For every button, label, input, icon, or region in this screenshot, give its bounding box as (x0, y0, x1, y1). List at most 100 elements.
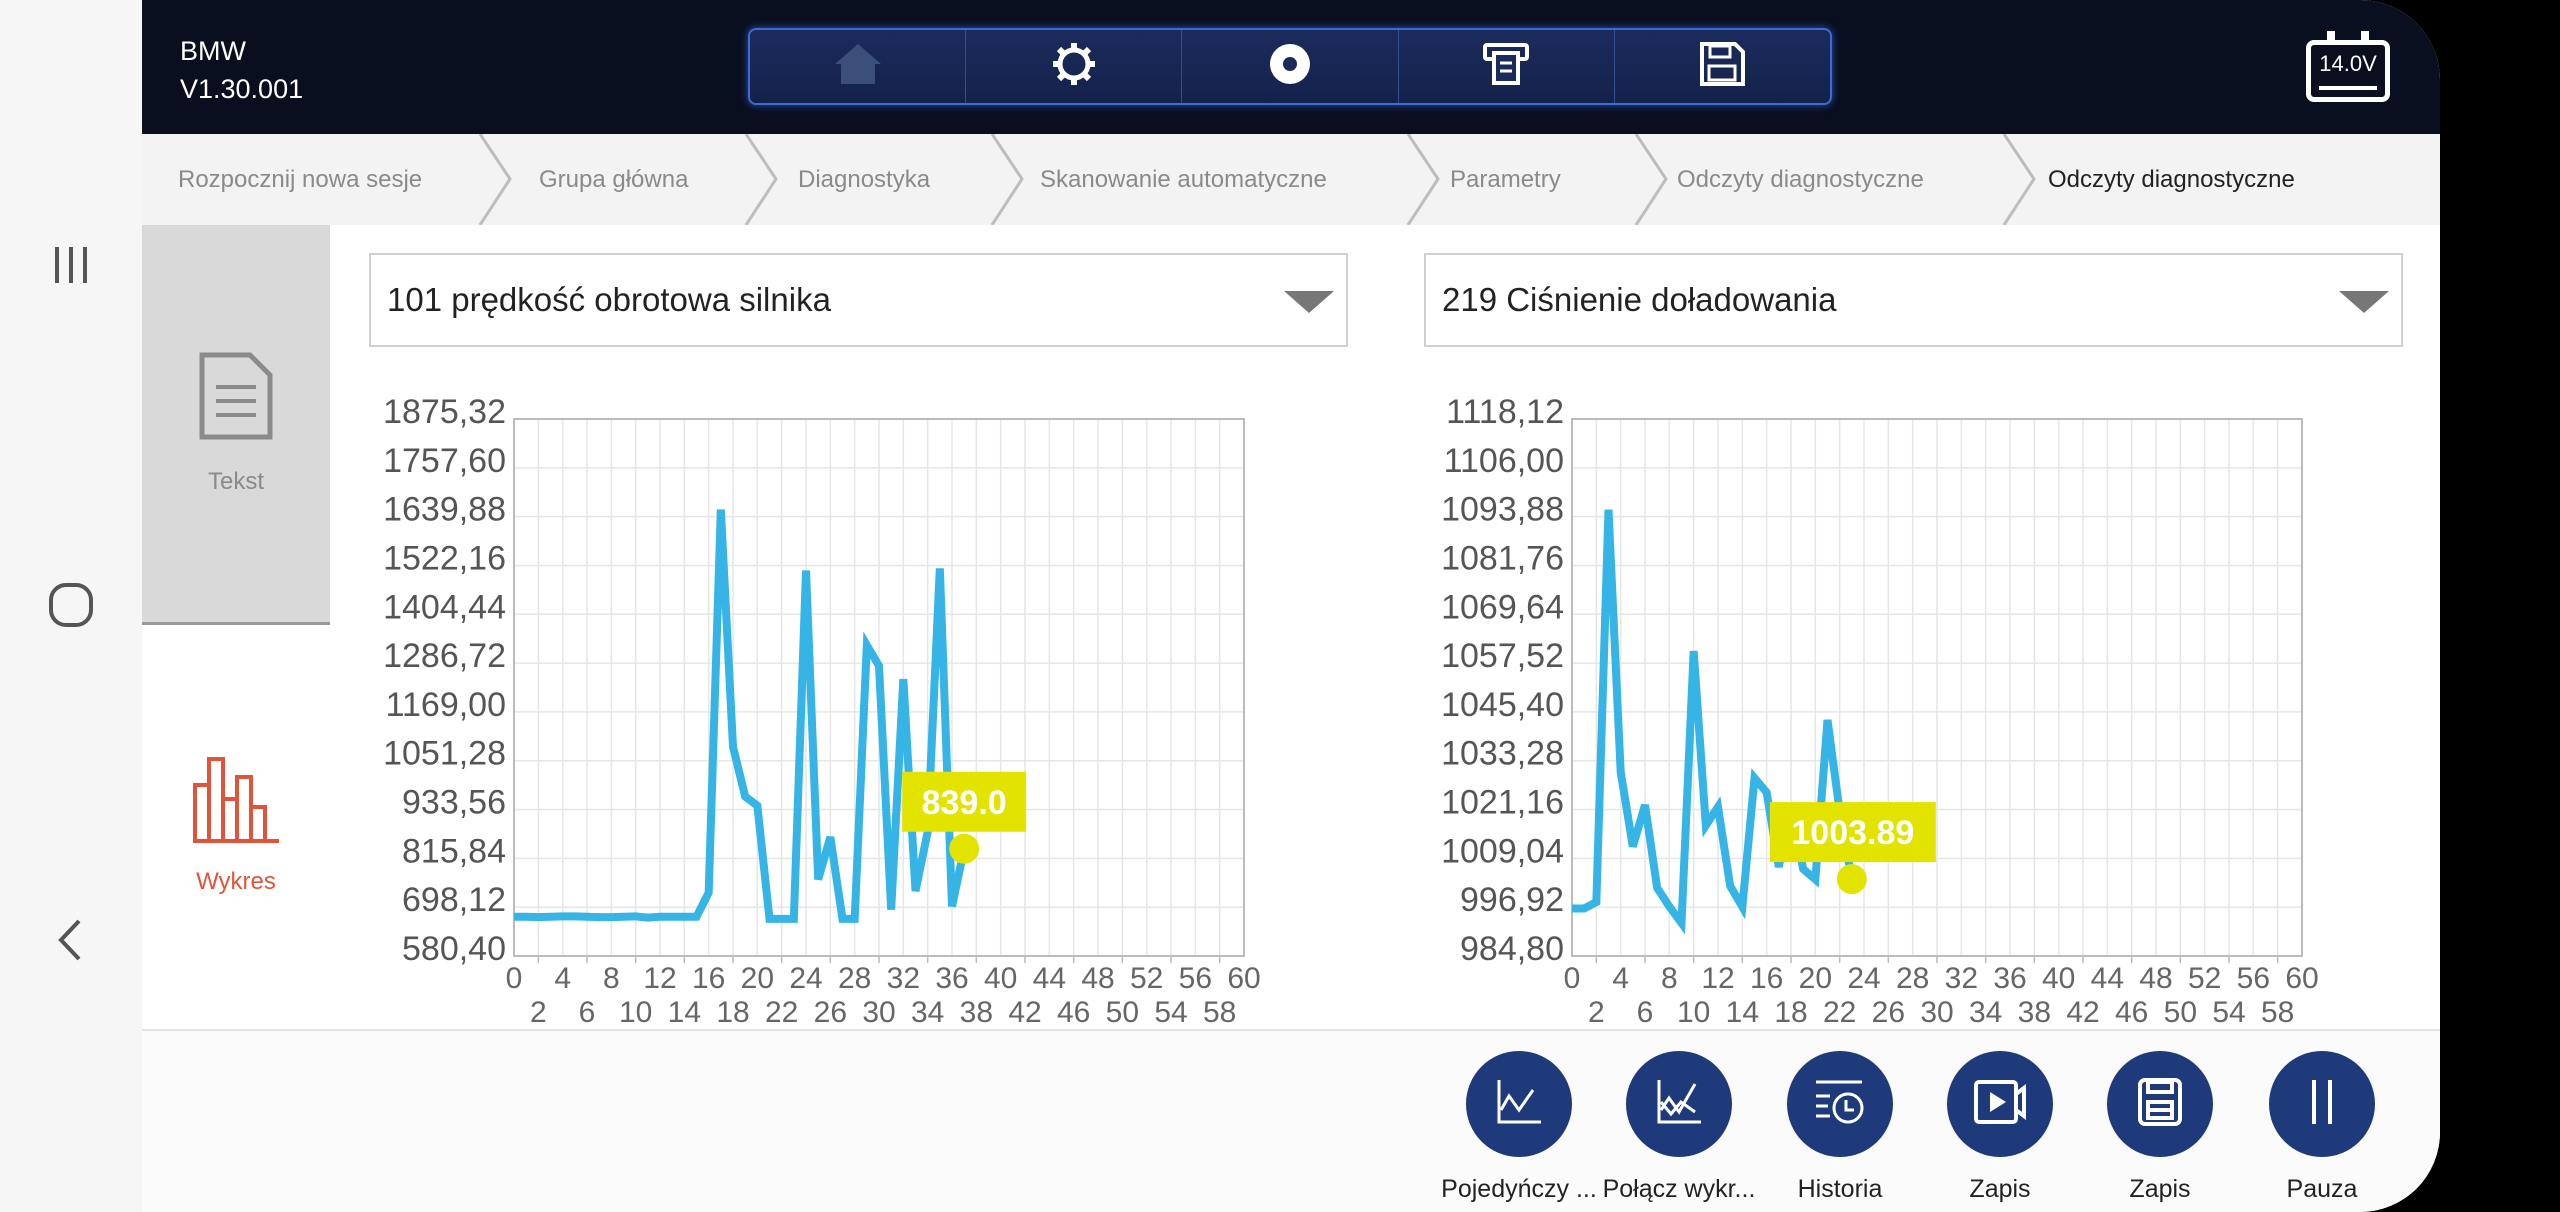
x-tick-label: 52 (1130, 962, 1163, 995)
y-tick-label: 1045,40 (1441, 686, 1564, 724)
data-series-line (1572, 509, 1856, 935)
x-tick-label: 14 (668, 996, 701, 1029)
history-button[interactable]: Historia (1760, 1051, 1920, 1204)
x-tick-label: 44 (2091, 962, 2124, 995)
x-tick-label: 20 (1799, 962, 1832, 995)
tooltip-box (1769, 802, 1936, 863)
breadcrumb-item[interactable]: Odczyty diagnostyczne (1677, 166, 1924, 193)
x-tick-label: 46 (2115, 996, 2148, 1029)
y-tick-label: 1057,52 (1441, 637, 1564, 675)
tooltip-box (902, 771, 1027, 832)
x-tick-label: 34 (911, 996, 944, 1029)
history-label: Historia (1797, 1175, 1883, 1203)
data-series-line (514, 509, 969, 923)
x-tick-label: 38 (2018, 996, 2051, 1029)
x-tick-label: 58 (2261, 996, 2294, 1029)
y-tick-label: 580,40 (402, 930, 506, 968)
x-tick-label: 26 (1872, 996, 1905, 1029)
parameter-select-left-value: 101 prędkość obrotowa silnika (387, 281, 831, 318)
breadcrumb-item[interactable]: Grupa główna (539, 166, 689, 193)
recent-apps-icon[interactable] (41, 235, 101, 295)
pause-label: Pauza (2286, 1175, 2358, 1203)
home-button[interactable] (750, 30, 967, 103)
x-tick-label: 2 (530, 996, 547, 1029)
y-tick-label: 1522,16 (383, 539, 506, 577)
x-tick-label: 54 (2212, 996, 2245, 1029)
breadcrumb-item-current[interactable]: Odczyty diagnostyczne (2048, 166, 2295, 193)
merge-chart-button[interactable]: Połącz wykr... (1599, 1051, 1759, 1204)
x-tick-label: 20 (741, 962, 774, 995)
pause-icon (2294, 1074, 2350, 1135)
x-tick-label: 18 (716, 996, 749, 1029)
y-tick-label: 996,92 (1460, 881, 1564, 919)
plot-border (513, 418, 1245, 957)
history-icon (1810, 1074, 1870, 1135)
pause-button[interactable]: Pauza (2242, 1051, 2402, 1204)
y-tick-label: 1118,12 (1446, 395, 1564, 431)
y-tick-label: 1875,32 (383, 395, 506, 431)
x-tick-label: 42 (2066, 996, 2099, 1029)
tooltip-value: 1003.89 (1791, 814, 1914, 852)
top-bar: BMW V1.30.001 14.0V (142, 0, 2440, 134)
x-tick-label: 42 (1008, 996, 1041, 1029)
x-tick-label: 60 (1227, 962, 1260, 995)
y-tick-label: 1106,00 (1444, 442, 1564, 480)
x-tick-label: 32 (1945, 962, 1978, 995)
y-tick-label: 1169,00 (386, 686, 506, 724)
x-tick-label: 6 (579, 996, 596, 1029)
parameter-select-left[interactable]: 101 prędkość obrotowa silnika (369, 253, 1348, 347)
print-button[interactable] (1399, 30, 1615, 103)
back-nav-icon[interactable] (41, 910, 101, 970)
breadcrumb-item[interactable]: Parametry (1450, 166, 1561, 193)
y-tick-label: 984,80 (1460, 930, 1564, 968)
breadcrumb-item[interactable]: Rozpocznij nowa sesje (178, 166, 423, 193)
y-tick-label: 1757,60 (383, 442, 506, 480)
x-tick-label: 60 (2285, 962, 2318, 995)
x-tick-label: 50 (1106, 996, 1139, 1029)
chevron-down-icon (2339, 291, 2389, 313)
x-tick-label: 22 (765, 996, 798, 1029)
save-button[interactable]: Zapis (2080, 1051, 2240, 1204)
breadcrumb-separator (478, 134, 512, 225)
y-tick-label: 1021,16 (1441, 784, 1564, 822)
single-chart-icon (1491, 1074, 1547, 1135)
tab-text[interactable]: Tekst (142, 225, 330, 625)
video-record-button[interactable]: Zapis (1920, 1051, 2080, 1204)
breadcrumb-separator (1406, 134, 1440, 225)
x-tick-label: 28 (838, 962, 871, 995)
settings-button[interactable] (966, 30, 1183, 103)
single-chart-label: Pojedyńczy ... (1441, 1175, 1597, 1203)
video-record-label: Zapis (1969, 1175, 2031, 1203)
save-icon (1697, 39, 1747, 94)
breadcrumb-separator (2002, 134, 2036, 225)
x-tick-label: 52 (2188, 962, 2221, 995)
breadcrumb-item[interactable]: Skanowanie automatyczne (1040, 166, 1327, 193)
current-value-dot (949, 833, 980, 864)
x-tick-label: 38 (960, 996, 993, 1029)
action-bar: Pojedyńczy ... Połącz wykr... Historia Z… (142, 1029, 2440, 1212)
record-icon (1265, 39, 1315, 94)
chevron-down-icon (1284, 291, 1334, 313)
save-label: Zapis (2129, 1175, 2191, 1203)
x-tick-label: 24 (789, 962, 822, 995)
video-record-icon (1970, 1074, 2030, 1135)
toolbar (748, 28, 1832, 105)
single-chart-button[interactable]: Pojedyńczy ... (1439, 1051, 1599, 1204)
x-tick-label: 0 (1564, 962, 1581, 995)
breadcrumb-item[interactable]: Diagnostyka (798, 166, 931, 193)
x-tick-label: 40 (2042, 962, 2075, 995)
home-nav-icon[interactable] (41, 575, 101, 635)
x-tick-label: 18 (1774, 996, 1807, 1029)
save-top-button[interactable] (1615, 30, 1830, 103)
x-tick-label: 50 (2164, 996, 2197, 1029)
x-tick-label: 12 (643, 962, 676, 995)
parameter-select-right[interactable]: 219 Ciśnienie doładowania (1424, 253, 2403, 347)
y-tick-label: 1081,76 (1441, 539, 1564, 577)
home-icon (833, 42, 883, 91)
record-button[interactable] (1182, 30, 1399, 103)
tab-chart[interactable]: Wykres (142, 625, 330, 1025)
current-value-dot (1836, 864, 1867, 895)
printer-icon (1481, 39, 1531, 94)
chart-boost-pressure: 0246810121416182022242628303234363840424… (1441, 395, 2319, 1029)
x-tick-label: 32 (887, 962, 920, 995)
